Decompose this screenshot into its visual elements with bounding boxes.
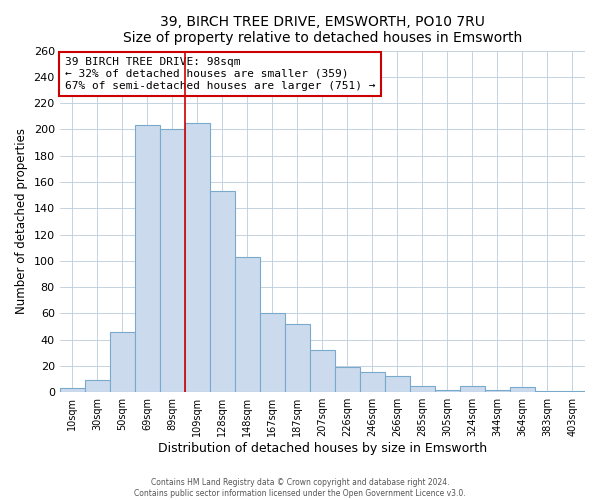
Bar: [510, 387, 535, 392]
Bar: [160, 130, 185, 392]
Bar: [535, 391, 560, 392]
X-axis label: Distribution of detached houses by size in Emsworth: Distribution of detached houses by size …: [158, 442, 487, 455]
Bar: [460, 386, 485, 392]
Text: 39 BIRCH TREE DRIVE: 98sqm
← 32% of detached houses are smaller (359)
67% of sem: 39 BIRCH TREE DRIVE: 98sqm ← 32% of deta…: [65, 58, 376, 90]
Bar: [560, 391, 585, 392]
Bar: [335, 367, 360, 392]
Bar: [235, 257, 260, 392]
Bar: [485, 390, 510, 392]
Bar: [210, 191, 235, 392]
Text: Contains HM Land Registry data © Crown copyright and database right 2024.
Contai: Contains HM Land Registry data © Crown c…: [134, 478, 466, 498]
Title: 39, BIRCH TREE DRIVE, EMSWORTH, PO10 7RU
Size of property relative to detached h: 39, BIRCH TREE DRIVE, EMSWORTH, PO10 7RU…: [123, 15, 522, 45]
Bar: [260, 314, 285, 392]
Bar: [435, 390, 460, 392]
Bar: [110, 332, 135, 392]
Bar: [285, 324, 310, 392]
Bar: [85, 380, 110, 392]
Bar: [410, 386, 435, 392]
Bar: [360, 372, 385, 392]
Y-axis label: Number of detached properties: Number of detached properties: [15, 128, 28, 314]
Bar: [310, 350, 335, 392]
Bar: [135, 126, 160, 392]
Bar: [385, 376, 410, 392]
Bar: [185, 123, 210, 392]
Bar: [59, 388, 85, 392]
